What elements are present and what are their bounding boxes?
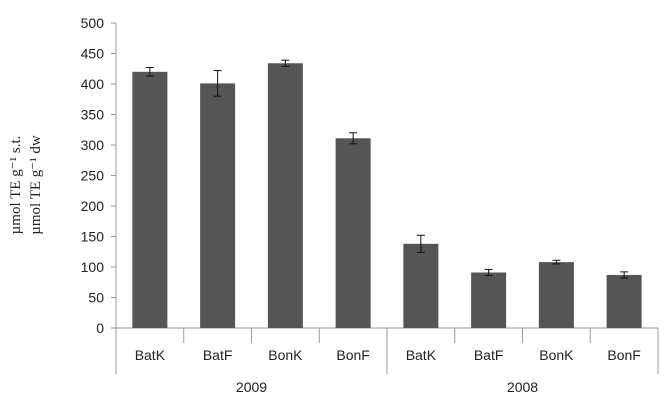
x-tick-label: BonF xyxy=(336,347,369,363)
x-tick-label: BonK xyxy=(539,347,574,363)
bar xyxy=(335,138,371,328)
bar xyxy=(200,83,236,328)
y-tick-labels: 0 50 100 150 200 250 300 350 400 450 500 xyxy=(81,15,105,336)
y-axis-label-line2: µmol TE g⁻¹ dw xyxy=(28,135,44,235)
x-tick-label: BonF xyxy=(607,347,640,363)
bar xyxy=(132,71,168,329)
error-bars xyxy=(145,59,629,279)
bar xyxy=(403,243,439,328)
y-tick-label: 200 xyxy=(81,198,105,214)
bars xyxy=(132,63,642,329)
x-tick-label: BatK xyxy=(135,347,166,363)
bar xyxy=(267,63,303,328)
y-tick-label: 350 xyxy=(81,107,105,123)
y-tick-label: 450 xyxy=(81,46,105,62)
axes xyxy=(111,22,659,374)
bar xyxy=(471,272,507,328)
bar xyxy=(538,262,574,328)
x-tick-label: BatF xyxy=(474,347,504,363)
x-group-label: 2008 xyxy=(507,379,538,395)
group-labels: 2009 2008 xyxy=(236,379,538,395)
y-tick-label: 500 xyxy=(81,15,105,31)
y-tick-label: 150 xyxy=(81,229,105,245)
x-tick-label: BatK xyxy=(406,347,437,363)
y-axis-label-line1: µmol TE g⁻¹ s.t. xyxy=(8,136,24,235)
y-tick-label: 50 xyxy=(88,290,104,306)
x-tick-label: BatF xyxy=(203,347,233,363)
bar xyxy=(606,274,642,328)
y-tick-label: 300 xyxy=(81,137,105,153)
y-tick-label: 100 xyxy=(81,259,105,275)
x-group-label: 2009 xyxy=(236,379,267,395)
y-tick-label: 0 xyxy=(96,320,104,336)
y-tick-label: 400 xyxy=(81,76,105,92)
y-tick-label: 250 xyxy=(81,168,105,184)
x-tick-labels: BatK BatF BonK BonF BatK BatF BonK BonF xyxy=(135,347,641,363)
x-tick-label: BonK xyxy=(268,347,303,363)
